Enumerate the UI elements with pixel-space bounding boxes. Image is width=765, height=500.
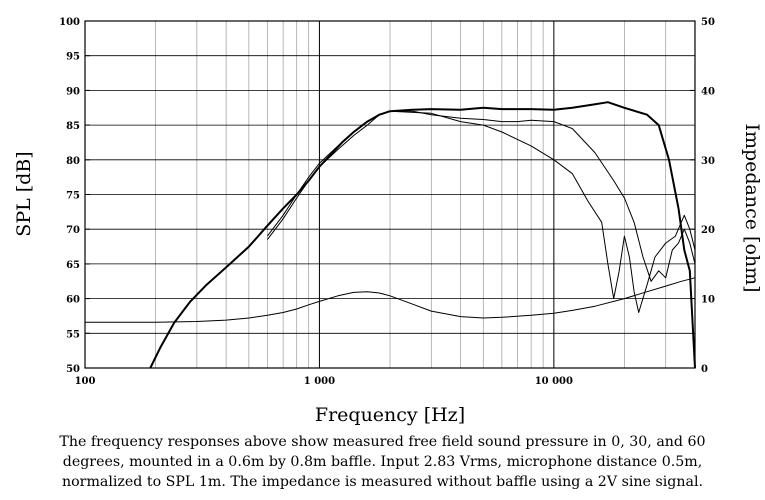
y-tick-label: 80: [66, 156, 80, 167]
spl-curve-1: [149, 101, 696, 369]
frequency-response-chart: 100 1 000 10 000 50 55 60 65 70 75 80 85 90 95 100 0 10…: [13, 17, 763, 426]
x-tick-label: 10 000: [535, 376, 573, 387]
y-tick-label: 100: [59, 17, 80, 28]
y-tick-label: 60: [66, 295, 80, 306]
figure-caption: The frequency responses above show measu…: [0, 432, 765, 492]
y2-axis-title: Impedance [ohm]: [741, 123, 763, 292]
spl-curve-2: [267, 110, 696, 282]
y-tick-label: 55: [66, 329, 80, 340]
spl-curve-3: [267, 110, 696, 313]
y2-tick-label: 0: [701, 364, 708, 375]
y-axis-title: SPL [dB]: [13, 151, 35, 236]
y-tick-label: 50: [66, 364, 80, 375]
y2-tick-label: 40: [701, 86, 715, 97]
caption-line-1: The frequency responses above show measu…: [59, 434, 706, 450]
y-tick-label: 85: [66, 121, 80, 132]
y-tick-label: 75: [66, 191, 80, 202]
x-tick-label: 1 000: [304, 376, 335, 387]
x-tick-label: 100: [75, 376, 96, 387]
y2-tick-label: 10: [701, 295, 715, 306]
caption-line-2: degrees, mounted in a 0.6m by 0.8m baffl…: [62, 454, 703, 470]
x-axis-title: Frequency [Hz]: [315, 404, 465, 426]
y-tick-label: 90: [66, 86, 80, 97]
y2-tick-label: 20: [701, 225, 715, 236]
tick-labels: 100 1 000 10 000 50 55 60 65 70 75 80 85 90 95 100 0 10…: [59, 17, 715, 387]
series-group: [85, 101, 696, 369]
y2-tick-label: 50: [701, 17, 715, 28]
caption-line-3: normalized to SPL 1m. The impedance is m…: [61, 474, 703, 490]
y-tick-label: 95: [66, 52, 80, 63]
y-tick-label: 65: [66, 260, 80, 271]
grid: [85, 21, 695, 368]
y2-tick-label: 30: [701, 156, 715, 167]
impedance-curve: [85, 277, 696, 323]
y-tick-label: 70: [66, 225, 80, 236]
